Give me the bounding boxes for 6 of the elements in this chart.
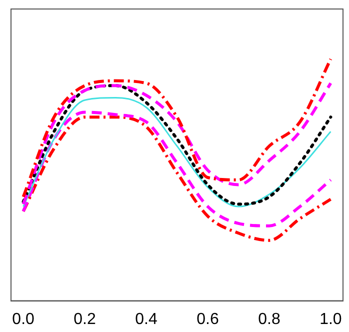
x-tick-label: 0.2 <box>74 310 96 328</box>
x-tick-label: 0.6 <box>196 310 219 328</box>
x-tick-label: 1.0 <box>320 310 342 328</box>
x-tick-label: 0.0 <box>12 310 35 328</box>
x-tick-label: 0.8 <box>258 310 280 328</box>
x-tick-label: 0.4 <box>135 310 158 328</box>
